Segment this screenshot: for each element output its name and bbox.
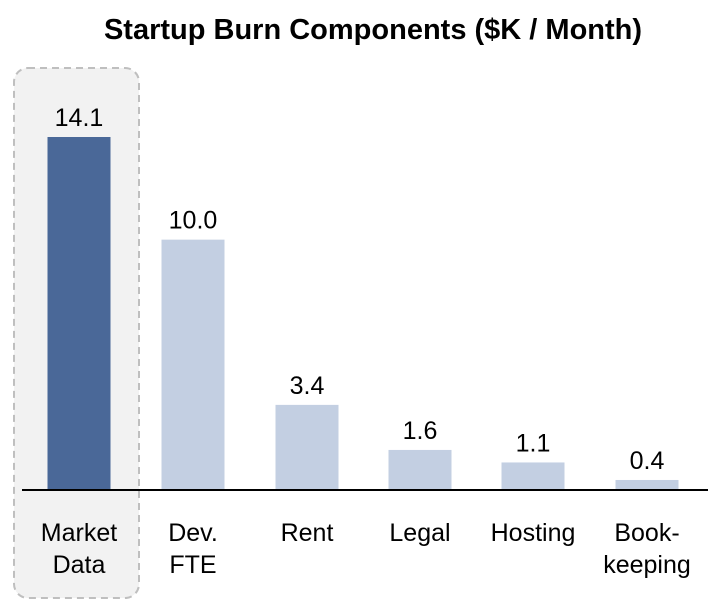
value-label-5: 0.4: [630, 447, 665, 475]
category-label-line: Legal: [389, 519, 450, 547]
value-label-1: 10.0: [169, 207, 218, 235]
category-label-line: Dev.: [168, 519, 218, 547]
category-label-1: Dev. FTE: [168, 519, 218, 579]
category-label-line: Data: [53, 551, 106, 579]
category-label-5: Book-keeping: [603, 519, 691, 579]
category-label-line: Book-: [614, 519, 679, 547]
bar-3: [388, 449, 452, 490]
bar-2: [275, 404, 339, 490]
bar-5: [615, 479, 679, 490]
value-label-2: 3.4: [290, 372, 325, 400]
category-label-line: keeping: [603, 551, 691, 579]
bar-1: [161, 239, 225, 490]
category-label-4: Hosting: [491, 519, 576, 547]
category-label-line: Market: [41, 519, 117, 547]
value-labels: 14.1 10.0 3.4 1.6 1.1 0.4: [55, 104, 665, 475]
category-label-line: Hosting: [491, 519, 576, 547]
bar-4: [501, 462, 565, 490]
category-label-line: FTE: [169, 551, 216, 579]
value-label-3: 1.6: [403, 417, 438, 445]
category-labels: Market Data Dev. FTE Rent Legal Hosting Book-ke…: [41, 519, 691, 579]
value-label-4: 1.1: [516, 429, 551, 457]
category-label-0: Market Data: [41, 519, 117, 579]
bar-0: [47, 137, 111, 490]
category-label-2: Rent: [281, 519, 334, 547]
chart-title: Startup Burn Components ($K / Month): [104, 14, 642, 46]
value-label-0: 14.1: [55, 104, 104, 132]
category-label-3: Legal: [389, 519, 450, 547]
category-label-line: Rent: [281, 519, 334, 547]
bars: [47, 137, 679, 490]
